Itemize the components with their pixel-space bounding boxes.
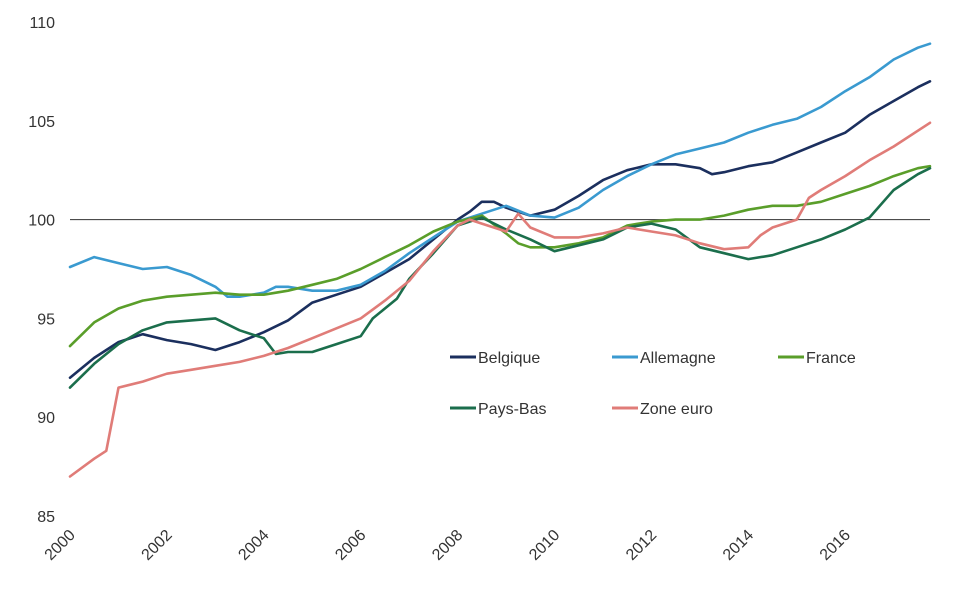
series-line-france (68, 164, 932, 348)
series-line-allemagne (68, 42, 932, 298)
x-tick-label: 2014 (720, 527, 757, 564)
legend-label-allemagne: Allemagne (640, 350, 716, 367)
y-tick-label: 95 (37, 311, 55, 328)
y-tick-label: 90 (37, 410, 55, 427)
x-tick-label: 2000 (42, 527, 79, 564)
x-tick-label: 2008 (429, 527, 466, 564)
series-line-zone-euro (68, 121, 932, 478)
y-tick-label: 85 (37, 509, 55, 526)
x-tick-label: 2012 (623, 527, 660, 564)
y-tick-label: 105 (28, 114, 55, 131)
axis-layer: 85 90 95 100 105 110 2000 2002 2004 2006 2008 2010 2… (28, 15, 854, 564)
legend-label-france: France (806, 350, 856, 367)
series-line-belgique (68, 80, 932, 379)
series-layer (68, 42, 932, 478)
y-tick-label: 110 (29, 15, 55, 32)
legend: Belgique Allemagne France Pays-Bas Zone euro (450, 350, 856, 418)
legend-label-zone-euro: Zone euro (640, 401, 713, 418)
x-tick-label: 2006 (332, 527, 369, 564)
x-tick-label: 2010 (526, 527, 563, 564)
y-tick-label: 100 (28, 213, 55, 230)
x-tick-label: 2004 (235, 527, 272, 564)
series-line-pays-bas (68, 166, 932, 389)
x-tick-label: 2002 (139, 527, 176, 564)
x-tick-label: 2016 (817, 527, 854, 564)
legend-label-belgique: Belgique (478, 350, 540, 367)
legend-label-pays-bas: Pays-Bas (478, 401, 546, 418)
